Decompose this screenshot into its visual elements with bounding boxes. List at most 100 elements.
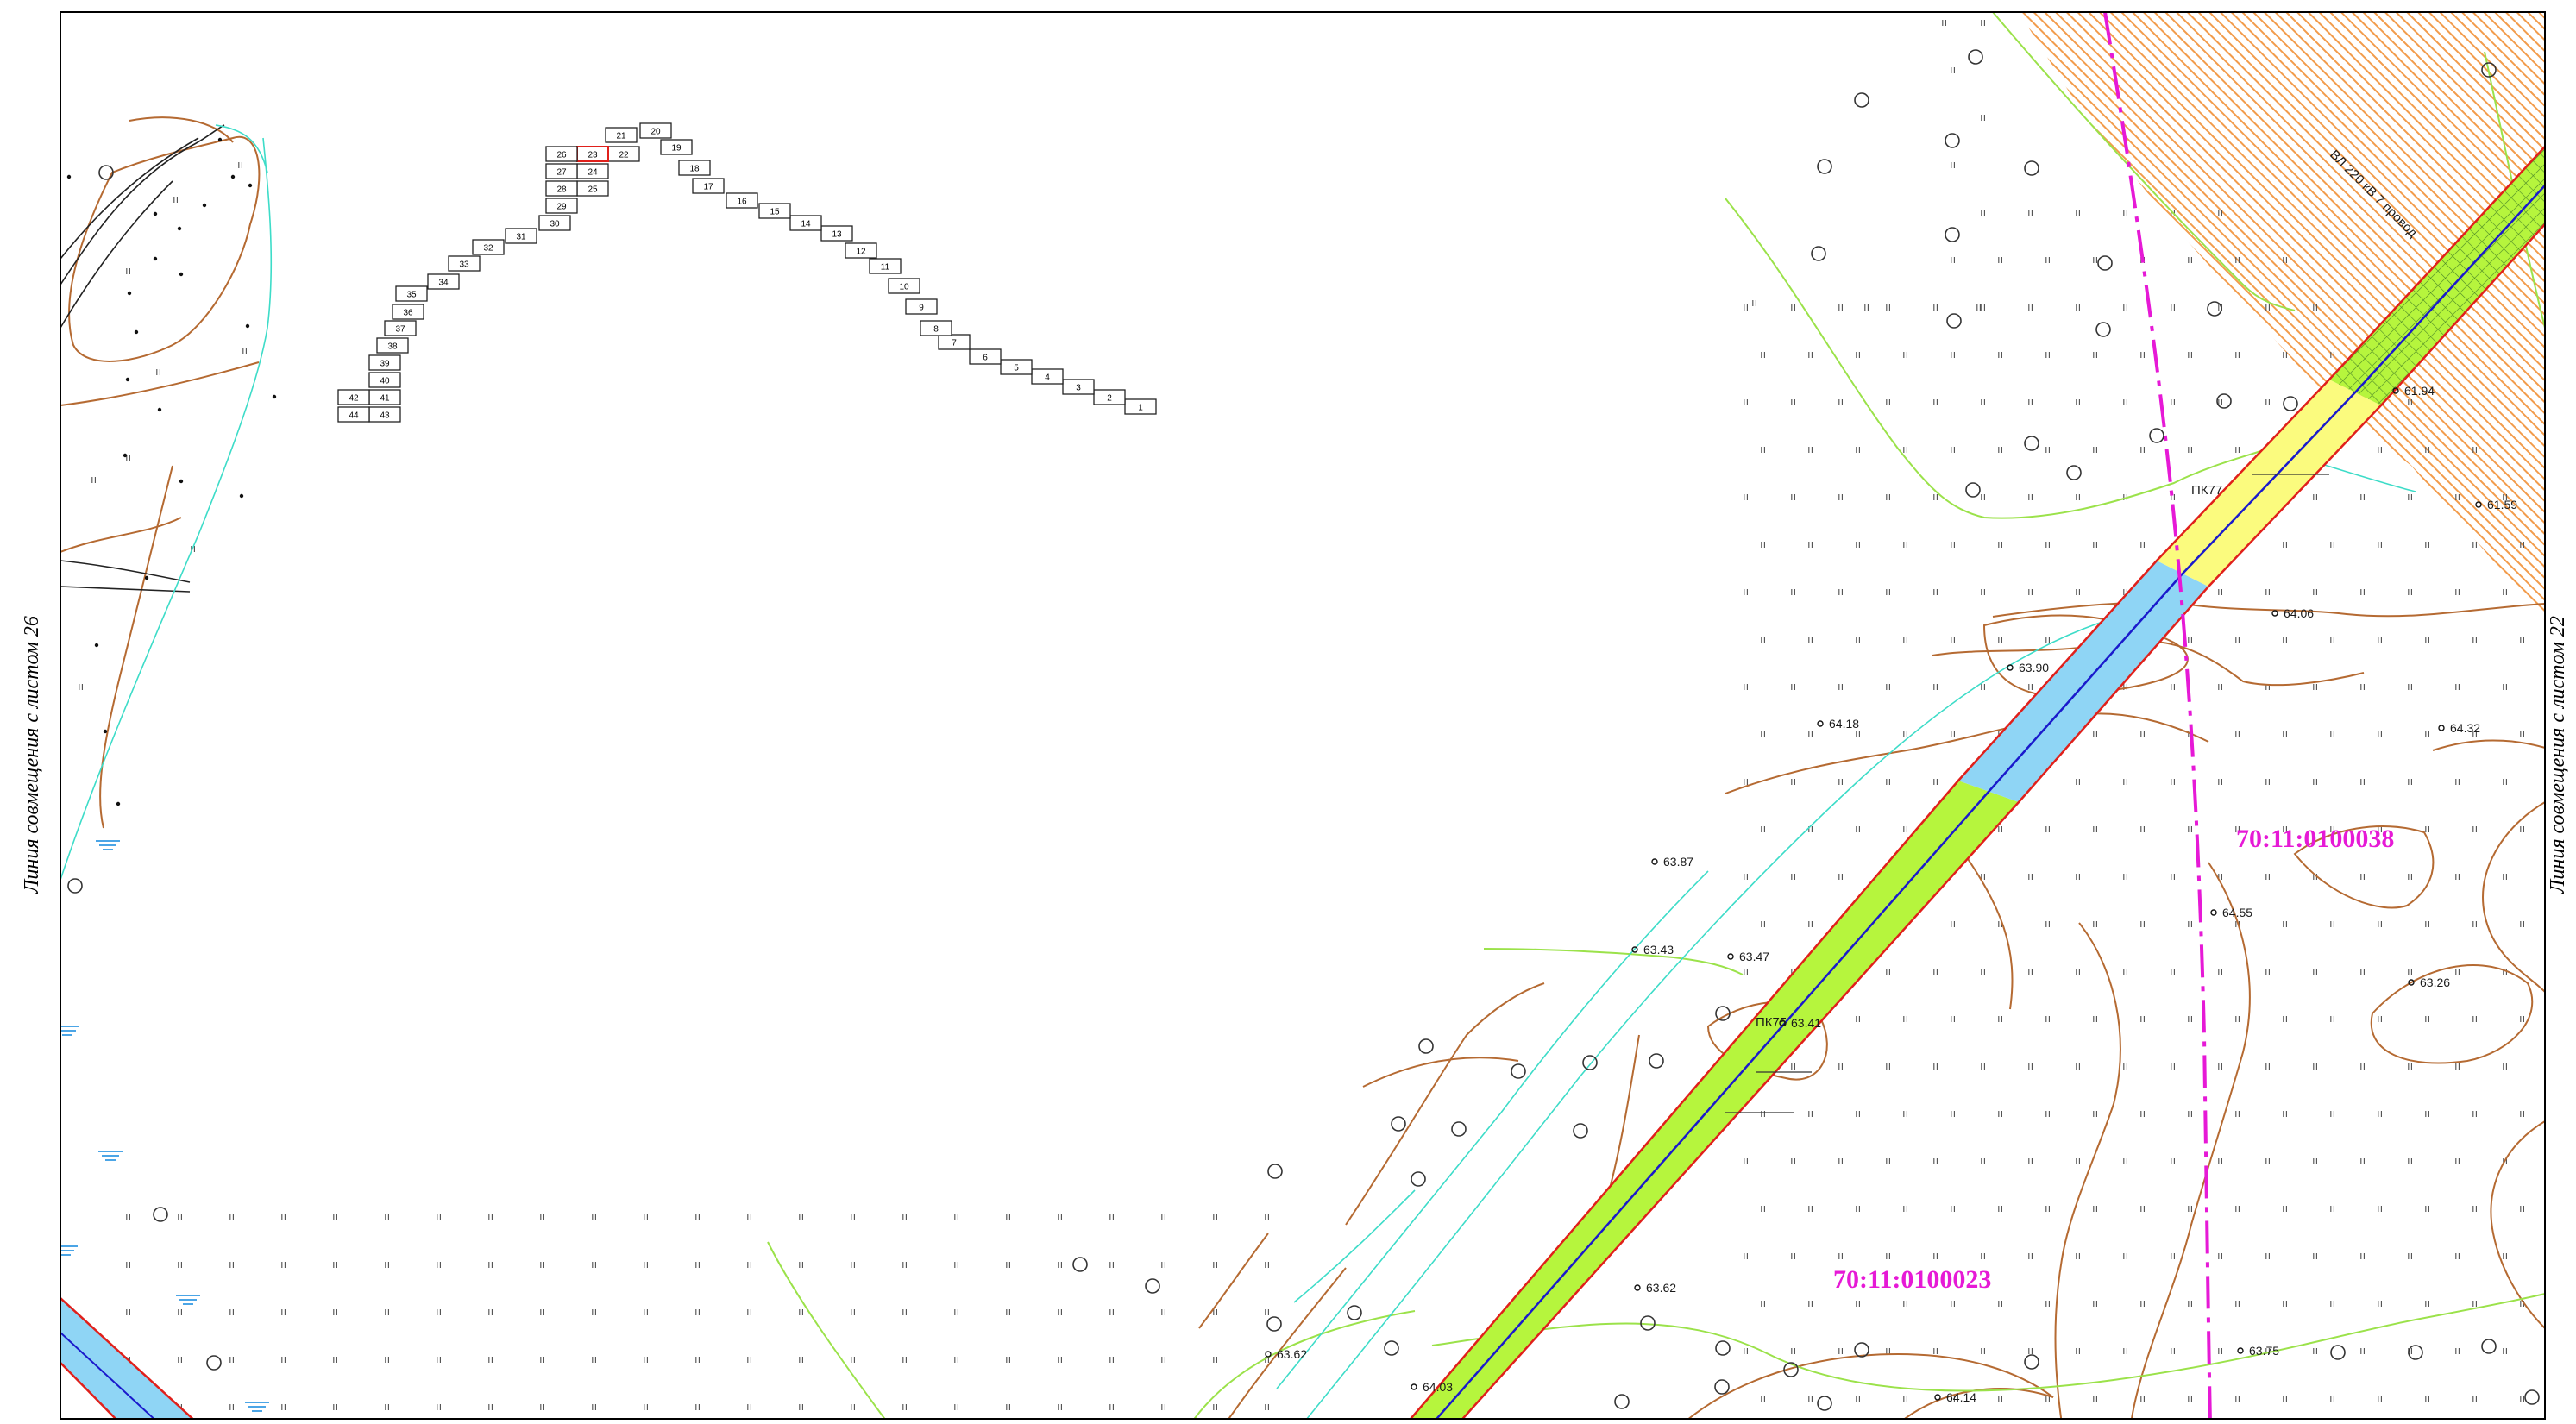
- sheet-index-number: 11: [881, 263, 890, 273]
- sheet-index-cell: 17: [692, 178, 725, 194]
- grass-mark: ıı: [2187, 1391, 2193, 1404]
- grass-mark: ıı: [2170, 490, 2176, 503]
- grass-mark: ıı: [2187, 822, 2193, 835]
- grass-mark: ıı: [2092, 1012, 2098, 1025]
- tree-symbol: [1854, 1342, 1869, 1358]
- grass-mark: ıı: [2519, 822, 2525, 835]
- grass-mark: ıı: [2265, 1059, 2271, 1072]
- tree-symbol: [1511, 1063, 1526, 1079]
- grass-mark: ıı: [487, 1258, 493, 1270]
- elevation-points: 61.94 61.59 64.06 63.90 64.18 64.32 63.87 64.55…: [1265, 384, 2517, 1404]
- grass-mark: ıı: [2472, 1201, 2478, 1214]
- elevation-value: 64.32: [2450, 721, 2480, 735]
- grass-mark: ıı: [1790, 395, 1796, 408]
- survey-dot: [248, 183, 253, 188]
- grass-mark: ıı: [2234, 1107, 2240, 1120]
- sheet-index-number: 30: [550, 220, 560, 229]
- grass-mark: ıı: [2472, 1296, 2478, 1309]
- grass-mark: ıı: [1005, 1305, 1011, 1318]
- grass-mark: ıı: [2424, 1107, 2430, 1120]
- sheet-index-number: 20: [650, 128, 661, 137]
- grass-mark: ıı: [953, 1352, 959, 1365]
- grass-mark: ıı: [2075, 964, 2081, 977]
- hatched-protection-zone: [2019, 12, 2545, 621]
- grass-mark: ıı: [436, 1305, 442, 1318]
- elevation-value: 64.55: [2222, 906, 2252, 919]
- survey-dot: [179, 272, 184, 277]
- grass-mark: ıı: [1950, 63, 1956, 76]
- grass-mark: ıı: [1743, 775, 1749, 787]
- grass-mark: ıı: [2217, 1154, 2223, 1167]
- grass-mark: ıı: [2217, 680, 2223, 693]
- sheet-index-cell: 5: [1000, 359, 1033, 375]
- tree-symbol: [1817, 159, 1832, 174]
- grass-mark: ıı: [2092, 1107, 2098, 1120]
- grass-mark: ıı: [539, 1210, 545, 1223]
- grass-mark: ıı: [798, 1305, 804, 1318]
- grass-mark: ıı: [2027, 1059, 2033, 1072]
- sheet-index-cell: 19: [660, 139, 693, 155]
- grass-mark: ıı: [2139, 1296, 2146, 1309]
- water-symbol: [98, 1151, 123, 1161]
- grass-mark: ıı: [1838, 680, 1844, 693]
- grass-mark: ıı: [2454, 490, 2460, 503]
- grass-mark: ıı: [2139, 822, 2146, 835]
- tree-symbol: [1347, 1305, 1362, 1320]
- grass-mark: ıı: [2472, 537, 2478, 550]
- grass-mark: ıı: [1980, 16, 1986, 28]
- map-frame: [60, 11, 2546, 1420]
- grass-mark: ıı: [1807, 1107, 1813, 1120]
- survey-dot: [94, 643, 99, 648]
- grass-mark: ıı: [332, 1400, 338, 1413]
- grass-mark: ıı: [2075, 490, 2081, 503]
- grass-mark: ıı: [2075, 1154, 2081, 1167]
- grass-mark: ıı: [1855, 348, 1861, 361]
- grass-mark: ıı: [78, 680, 84, 693]
- grass-mark: ıı: [229, 1305, 235, 1318]
- grass-mark: ıı: [2092, 537, 2098, 550]
- tree-symbol: [1573, 1123, 1588, 1139]
- grass-mark: ıı: [1160, 1352, 1166, 1365]
- survey-dot: [239, 493, 244, 499]
- grass-mark: ıı: [539, 1352, 545, 1365]
- grass-mark: ıı: [1980, 869, 1986, 882]
- grass-mark: ıı: [1885, 1154, 1891, 1167]
- grass-mark: ıı: [1997, 442, 2003, 455]
- grass-mark: ıı: [2045, 442, 2051, 455]
- grass-mark: ıı: [2139, 1201, 2146, 1214]
- grass-mark: ıı: [2170, 1344, 2176, 1357]
- grass-mark: ıı: [2122, 585, 2128, 598]
- grass-mark: ıı: [1997, 537, 2003, 550]
- grass-mark: ıı: [746, 1210, 752, 1223]
- tree-symbol: [1649, 1053, 1664, 1069]
- grass-mark: ıı: [280, 1400, 286, 1413]
- tree-symbol: [2066, 465, 2082, 480]
- grass-mark: ıı: [2424, 917, 2430, 930]
- grass-mark: ıı: [746, 1305, 752, 1318]
- grass-mark: ıı: [2187, 1107, 2193, 1120]
- grass-mark: ıı: [1855, 632, 1861, 645]
- grass-mark: ıı: [1932, 490, 1938, 503]
- sheet-index-number: 34: [438, 279, 449, 288]
- grass-mark: ıı: [487, 1352, 493, 1365]
- sheet-index-number: 32: [483, 244, 493, 254]
- grass-mark: ıı: [1838, 1059, 1844, 1072]
- grass-mark: ıı: [2472, 1107, 2478, 1120]
- sheet-index-number: 18: [689, 165, 700, 174]
- sheet-index-cell: 25: [576, 180, 609, 197]
- tree-symbol: [98, 165, 114, 180]
- grass-mark: ıı: [2377, 727, 2383, 740]
- grass-mark: ıı: [2027, 300, 2033, 313]
- grass-mark: ıı: [2122, 395, 2128, 408]
- elevation-point: 64.55: [2210, 906, 2252, 919]
- grass-mark: ıı: [1838, 1154, 1844, 1167]
- grass-mark: ıı: [2359, 1344, 2366, 1357]
- grass-mark: ıı: [2170, 1059, 2176, 1072]
- sheet-index-number: 37: [395, 325, 405, 335]
- grass-mark: ıı: [2502, 775, 2508, 787]
- sheet-index-number: 13: [832, 230, 842, 240]
- grass-mark: ıı: [694, 1305, 701, 1318]
- grass-mark: ıı: [2075, 1344, 2081, 1357]
- tree-symbol: [1715, 1006, 1731, 1021]
- grass-mark: ıı: [1807, 917, 1813, 930]
